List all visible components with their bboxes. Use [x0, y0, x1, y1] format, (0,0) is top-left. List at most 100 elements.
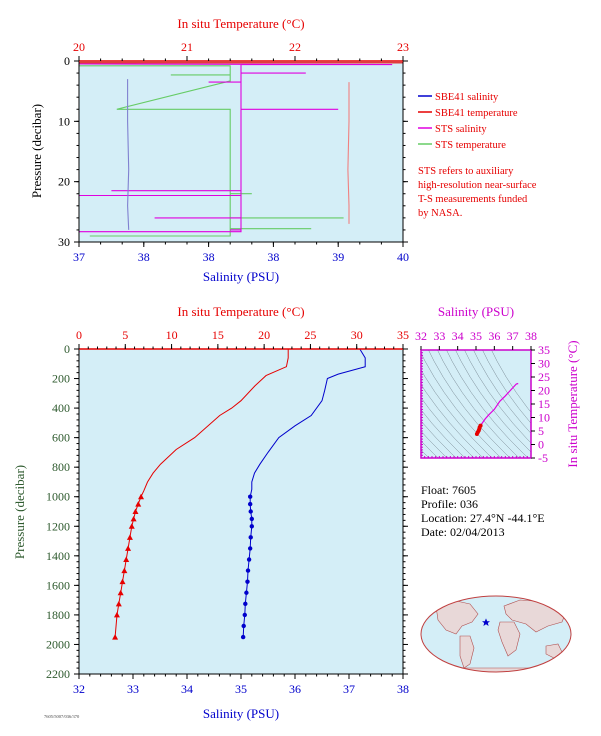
upper-y-tick-label: 20: [58, 175, 70, 189]
ts-isopycnal: [421, 352, 502, 458]
ts-isopycnal: [446, 350, 529, 458]
ts-isopycnal: [421, 369, 493, 458]
ts-isopycnal: [437, 350, 520, 458]
lower-series-temperature: [114, 349, 289, 638]
temperature-marker: [115, 600, 122, 607]
upper-top-tick-label: 22: [289, 40, 301, 54]
upper-top-tick-label: 23: [397, 40, 409, 54]
temperature-marker: [138, 493, 145, 500]
upper-y-axis-label: Pressure (decibar): [29, 104, 44, 198]
ts-isopycnal: [491, 350, 531, 413]
ts-isopycnal: [421, 440, 439, 458]
temperature-marker: [135, 501, 142, 507]
upper-series-sts-salinity: [79, 63, 393, 233]
lower-y-axis-label: Pressure (decibar): [12, 465, 27, 559]
temperature-marker: [117, 589, 124, 596]
lower-plot-area: [79, 349, 403, 674]
upper-top-axis-label: In situ Temperature (°C): [177, 16, 304, 31]
float-info: Float: 7605 Profile: 036 Location: 27.4°…: [421, 483, 545, 539]
lower-y-tick-label: 800: [52, 460, 70, 474]
legend-note-line: high-resolution near-surface: [418, 180, 537, 191]
legend-entry: SBE41 salinity: [435, 92, 499, 103]
lower-top-tick-label: 15: [212, 328, 224, 342]
float-location-star-icon: [482, 618, 490, 626]
salinity-marker: [245, 568, 251, 573]
world-map: [420, 595, 572, 673]
profile-date: Date: 02/04/2013: [421, 525, 505, 539]
ts-isopycnal: [473, 350, 531, 434]
salinity-marker: [242, 612, 247, 618]
lower-y-tick-label: 1600: [46, 578, 70, 592]
float-location: Location: 27.4°N -44.1°E: [421, 511, 545, 525]
ts-right-tick-label: 10: [538, 411, 550, 425]
ts-right-tick-label: 20: [538, 384, 550, 398]
legend-note-line: T-S measurements funded: [418, 194, 528, 205]
ts-isopycnal: [421, 409, 466, 458]
lower-bottom-tick-label: 37: [343, 682, 355, 696]
upper-bottom-tick-label: 37: [73, 250, 85, 264]
legend-entry: STS temperature: [435, 140, 506, 151]
ts-deep-marker: [474, 431, 479, 436]
ts-right-tick-label: 25: [538, 370, 550, 384]
upper-bottom-tick-label: 38: [138, 250, 150, 264]
upper-y-tick-label: 0: [64, 54, 70, 68]
lower-top-tick-label: 25: [304, 328, 316, 342]
lower-bottom-tick-label: 36: [289, 682, 301, 696]
ts-right-tick-label: 0: [538, 438, 544, 452]
lower-bottom-axis-label: Salinity (PSU): [203, 706, 279, 721]
temperature-marker: [132, 508, 139, 514]
salinity-marker: [249, 516, 254, 522]
upper-bottom-axis-label: Salinity (PSU): [203, 269, 279, 284]
temperature-marker: [125, 545, 132, 551]
upper-chart: 20 21 22 23 37 38 38 38 39 40 0 10 20 30 In situ Temp…: [29, 16, 409, 284]
upper-bottom-tick-label: 40: [397, 250, 409, 264]
ts-isopycnal: [421, 430, 448, 458]
salinity-marker: [247, 494, 253, 499]
ts-plot-area: [421, 350, 531, 458]
ts-top-tick-label: 36: [488, 329, 500, 343]
salinity-marker: [249, 524, 254, 529]
lower-y-tick-label: 2200: [46, 667, 70, 681]
ts-top-tick-label: 37: [507, 329, 519, 343]
lower-bottom-tick-label: 32: [73, 682, 85, 696]
salinity-marker: [246, 557, 252, 562]
ts-top-tick-label: 38: [525, 329, 537, 343]
lower-y-tick-label: 1400: [46, 549, 70, 563]
ts-right-axis-label: In situ Temperature (°C): [565, 340, 580, 467]
salinity-marker: [240, 634, 246, 640]
ts-isopycnal: [455, 350, 531, 453]
map-outline: [420, 595, 572, 673]
upper-top-tick-label: 20: [73, 40, 85, 54]
continent-north-america: [435, 599, 479, 635]
ts-top-tick-label: 34: [452, 329, 464, 343]
lower-top-tick-label: 20: [258, 328, 270, 342]
continent-africa: [497, 621, 521, 657]
salinity-marker: [245, 579, 250, 584]
ts-top-tick-label: 32: [415, 329, 427, 343]
lower-y-tick-label: 600: [52, 431, 70, 445]
lower-y-tick-label: 400: [52, 401, 70, 415]
ts-right-tick-label: 15: [538, 397, 550, 411]
profile-number: Profile: 036: [421, 497, 478, 511]
ts-isopycnal: [464, 350, 531, 444]
lower-top-tick-label: 35: [397, 328, 409, 342]
salinity-marker: [247, 501, 253, 507]
lower-bottom-tick-label: 38: [397, 682, 409, 696]
upper-top-tick-label: 21: [181, 40, 193, 54]
temperature-marker: [130, 515, 137, 522]
ts-isopycnal: [482, 350, 531, 424]
salinity-marker: [248, 535, 253, 540]
ts-isopycnal: [421, 449, 430, 458]
temperature-marker: [121, 567, 128, 574]
ts-right-tick-label: -5: [538, 451, 548, 465]
lower-y-tick-label: 2000: [46, 637, 70, 651]
ts-right-tick-label: 5: [538, 424, 544, 438]
upper-y-tick-label: 30: [58, 235, 70, 249]
ts-right-tick-label: 30: [538, 357, 550, 371]
temperature-marker: [112, 634, 119, 640]
legend-note-line: by NASA.: [418, 208, 462, 219]
legend-note-line: STS refers to auxiliary: [418, 166, 514, 177]
salinity-marker: [244, 590, 249, 595]
lower-bottom-tick-label: 35: [235, 682, 247, 696]
